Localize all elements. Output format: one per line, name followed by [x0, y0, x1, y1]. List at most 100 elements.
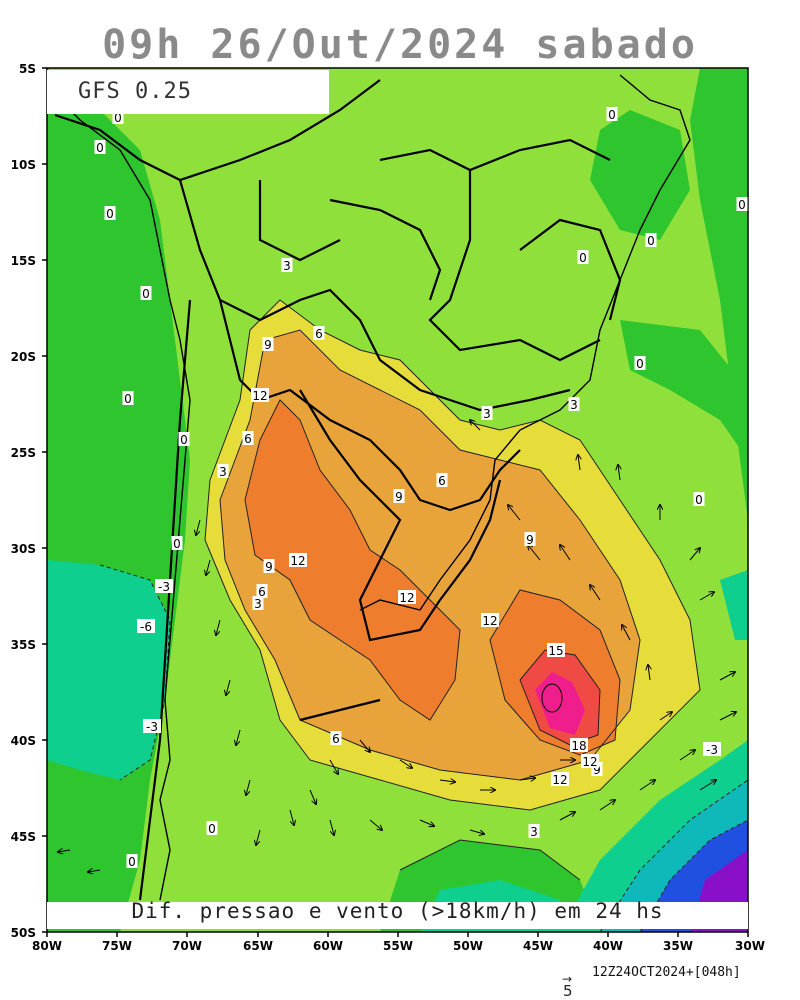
contour-label: 0: [171, 536, 183, 551]
contour-label-text: 3: [570, 398, 578, 412]
wind-vectors: [58, 420, 736, 872]
y-tick-label: 15S: [11, 254, 36, 268]
contour-label: 0: [736, 197, 748, 212]
contour-label: 9: [262, 337, 274, 352]
contour-label: 9: [393, 489, 405, 504]
contour-label-text: 3: [283, 259, 291, 273]
y-tick-label: 5S: [19, 62, 36, 76]
axis-ticks: [42, 67, 749, 937]
coastline: [59, 74, 691, 901]
contour-label-text: 12: [399, 591, 414, 605]
contour-label-text: 0: [608, 108, 616, 122]
contour-label-text: 12: [482, 614, 497, 628]
map-title: 09h 26/Out/2024 sabado: [102, 22, 698, 68]
contour-label-text: 18: [571, 739, 586, 753]
contour-label-text: 6: [315, 327, 323, 341]
contour-label: 15: [547, 643, 565, 658]
contour-label-text: 0: [142, 287, 150, 301]
x-tick-label: 35W: [663, 939, 693, 953]
contour-label: 3: [217, 464, 229, 479]
contour-label-text: 0: [173, 537, 181, 551]
contour-label-text: 0: [738, 198, 746, 212]
contour-label: 12: [398, 590, 416, 605]
caption-box: [47, 902, 748, 929]
reference-vector-arrow-icon: →: [562, 972, 573, 986]
contour-label-text: 12: [552, 773, 567, 787]
contour-label-text: 0: [180, 433, 188, 447]
contour-label: 3: [568, 397, 580, 412]
y-tick-label: 25S: [11, 446, 36, 460]
contour-label-text: 3: [530, 825, 538, 839]
contour-label: 9: [524, 532, 536, 547]
contour-label: 0: [112, 110, 124, 125]
contour-label-text: 6: [258, 585, 266, 599]
contour-label-text: 0: [128, 855, 136, 869]
contour-label: 0: [178, 432, 190, 447]
x-axis-labels: 80W 75W 70W 65W 60W 55W 50W 45W 40W 35W …: [32, 939, 765, 953]
contour-label: 6: [313, 326, 325, 341]
x-tick-label: 65W: [243, 939, 273, 953]
x-tick-label: 70W: [172, 939, 202, 953]
y-tick-label: 40S: [11, 734, 36, 748]
contour-label: -3: [143, 719, 161, 734]
pressure-max-center: [541, 683, 563, 713]
contour-label: 3: [481, 406, 493, 421]
contour-label: 0: [126, 854, 138, 869]
contour-label-text: -3: [158, 580, 170, 594]
contour-label: 12: [289, 553, 307, 568]
contour-label: 12: [581, 754, 599, 769]
field-plus12-band-west: [245, 400, 460, 720]
contour-label: 0: [577, 250, 589, 265]
contour-label-text: 9: [264, 338, 272, 352]
contour-label-text: 6: [332, 732, 340, 746]
reference-vector-value: 5: [563, 982, 573, 1000]
field-neg-band-northeast: [590, 110, 690, 240]
contour-label: 12: [481, 613, 499, 628]
x-tick-label: 55W: [383, 939, 413, 953]
contour-label: 0: [94, 140, 106, 155]
y-tick-label: 45S: [11, 830, 36, 844]
contour-label: 12: [251, 388, 269, 403]
contour-label-text: 9: [526, 533, 534, 547]
contour-label-text: 0: [695, 493, 703, 507]
field-neg-band-east: [620, 320, 748, 460]
contour-label-text: 0: [579, 251, 587, 265]
contour-label-text: 0: [647, 234, 655, 248]
contour-value-labels: 0000000000000003333336666699999121212121…: [94, 107, 748, 869]
contour-label-text: 0: [114, 111, 122, 125]
contour-label-text: 15: [548, 644, 563, 658]
y-tick-label: 30S: [11, 542, 36, 556]
model-label: GFS 0.25: [78, 79, 192, 104]
contour-label-text: 0: [124, 392, 132, 406]
x-tick-label: 50W: [453, 939, 483, 953]
y-tick-label: 20S: [11, 350, 36, 364]
contour-label: 6: [330, 731, 342, 746]
x-tick-label: 40W: [593, 939, 623, 953]
x-tick-label: 30W: [735, 939, 765, 953]
contour-label: 9: [591, 762, 603, 777]
contour-label-text: 3: [219, 465, 227, 479]
contour-label: -3: [703, 742, 721, 757]
contour-label-text: -3: [146, 720, 158, 734]
contour-label: 6: [242, 431, 254, 446]
contour-label: 0: [606, 107, 618, 122]
field-minus3-patch-east: [720, 570, 748, 640]
contour-label-text: 12: [252, 389, 267, 403]
model-run-info: 12Z24OCT2024+[048h]: [592, 965, 741, 980]
contour-label-text: 9: [593, 763, 601, 777]
contour-label: 0: [645, 233, 657, 248]
y-axis-labels: 5S 10S 15S 20S 25S 30S 35S 40S 45S 50S: [11, 62, 36, 940]
contour-label: 0: [104, 206, 116, 221]
model-label-box: [47, 70, 329, 114]
contour-label: 9: [263, 559, 275, 574]
contour-label-text: 0: [96, 141, 104, 155]
map-caption: Dif. pressao e vento (>18km/h) em 24 hs: [131, 899, 664, 923]
contour-label: 0: [140, 286, 152, 301]
contour-label-text: 9: [265, 560, 273, 574]
y-tick-label: 10S: [11, 158, 36, 172]
contour-label: 6: [436, 473, 448, 488]
contour-label: 3: [252, 596, 264, 611]
contour-label-text: -6: [140, 620, 152, 634]
contour-label-text: 3: [483, 407, 491, 421]
